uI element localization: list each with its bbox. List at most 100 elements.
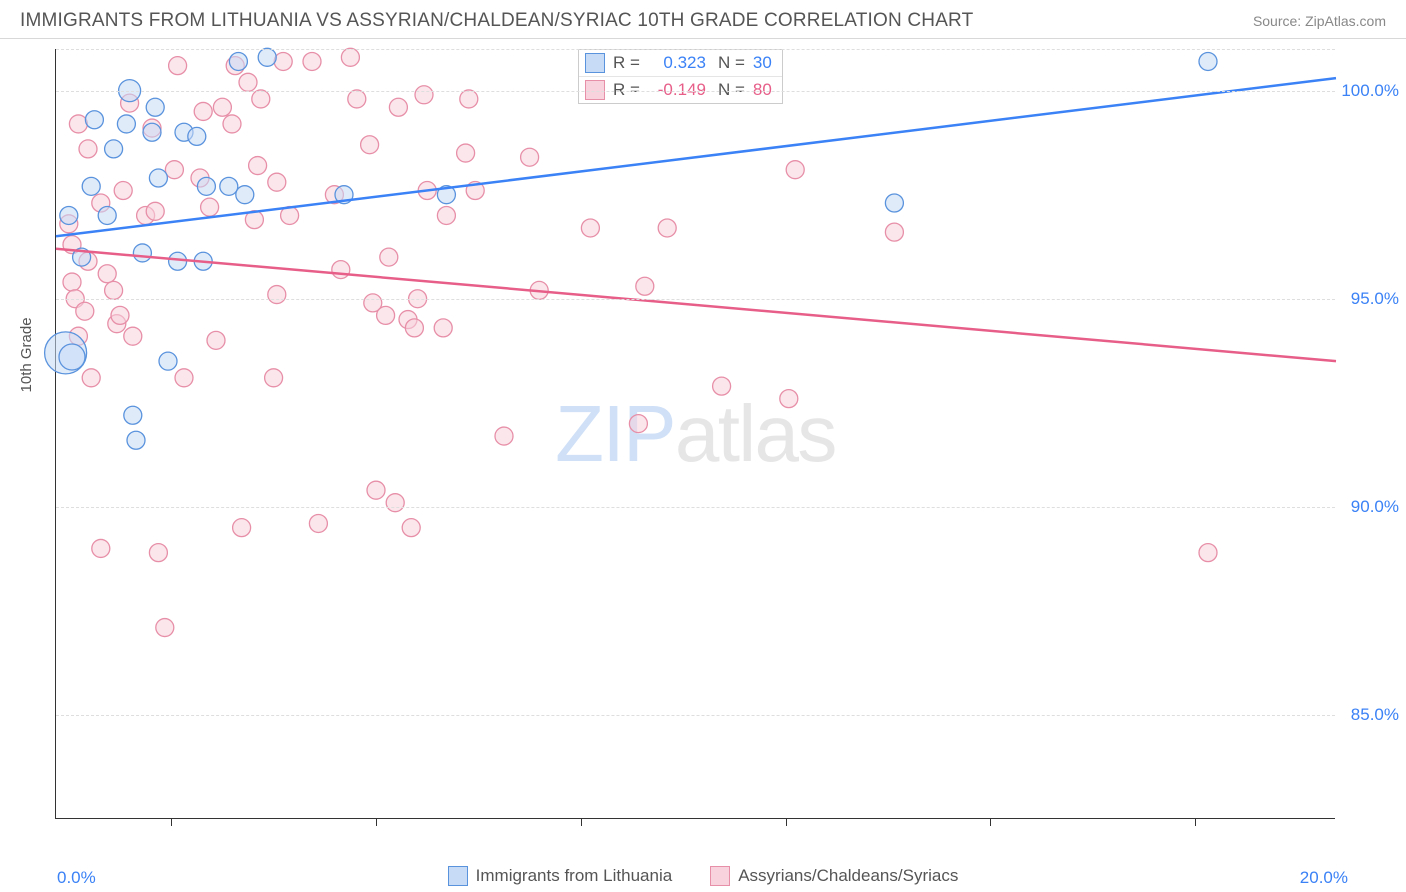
x-tick [581, 818, 582, 826]
data-point [885, 194, 903, 212]
data-point [457, 144, 475, 162]
x-tick [786, 818, 787, 826]
data-point [76, 302, 94, 320]
data-point [169, 252, 187, 270]
data-point [85, 111, 103, 129]
data-point [98, 206, 116, 224]
data-point [1199, 544, 1217, 562]
legend-swatch [710, 866, 730, 886]
data-point [92, 539, 110, 557]
data-point [169, 57, 187, 75]
data-point [149, 544, 167, 562]
data-point [268, 173, 286, 191]
data-point [636, 277, 654, 295]
chart-header: IMMIGRANTS FROM LITHUANIA VS ASSYRIAN/CH… [0, 0, 1406, 39]
data-point [201, 198, 219, 216]
data-point [124, 327, 142, 345]
data-point [268, 286, 286, 304]
data-point [229, 52, 247, 70]
data-point [885, 223, 903, 241]
series-legend: Immigrants from Lithuania Assyrians/Chald… [0, 866, 1406, 886]
data-point [713, 377, 731, 395]
data-point [341, 48, 359, 66]
y-tick-label: 90.0% [1351, 497, 1399, 517]
data-point [79, 140, 97, 158]
data-point [105, 140, 123, 158]
data-point [402, 519, 420, 537]
data-point [188, 127, 206, 145]
data-point [348, 90, 366, 108]
data-point [252, 90, 270, 108]
data-point [63, 273, 81, 291]
gridline-h [56, 507, 1335, 508]
x-tick [1195, 818, 1196, 826]
data-point [82, 177, 100, 195]
data-point [265, 369, 283, 387]
data-point [149, 169, 167, 187]
x-tick [376, 818, 377, 826]
data-point [207, 331, 225, 349]
data-point [361, 136, 379, 154]
x-tick [171, 818, 172, 826]
data-point [437, 206, 455, 224]
data-point [629, 415, 647, 433]
data-point [59, 344, 85, 370]
data-point [114, 182, 132, 200]
data-point [159, 352, 177, 370]
data-point [258, 48, 276, 66]
data-point [194, 102, 212, 120]
data-point [223, 115, 241, 133]
data-point [274, 52, 292, 70]
legend-swatch [585, 53, 605, 73]
data-point [786, 161, 804, 179]
gridline-h [56, 299, 1335, 300]
chart-title: IMMIGRANTS FROM LITHUANIA VS ASSYRIAN/CH… [20, 10, 973, 32]
data-point [1199, 52, 1217, 70]
data-point [405, 319, 423, 337]
data-point [111, 306, 129, 324]
data-point [460, 90, 478, 108]
data-point [332, 261, 350, 279]
data-point [236, 186, 254, 204]
data-point [117, 115, 135, 133]
data-point [165, 161, 183, 179]
y-tick-label: 85.0% [1351, 705, 1399, 725]
data-point [249, 157, 267, 175]
correlation-legend-row: R =0.323N =30 [579, 50, 782, 76]
data-point [303, 52, 321, 70]
data-point [146, 202, 164, 220]
data-point [239, 73, 257, 91]
legend-swatch [448, 866, 468, 886]
data-point [105, 281, 123, 299]
data-point [521, 148, 539, 166]
data-point [658, 219, 676, 237]
y-tick-label: 95.0% [1351, 289, 1399, 309]
gridline-h [56, 715, 1335, 716]
y-tick-label: 100.0% [1341, 81, 1399, 101]
series-legend-item: Immigrants from Lithuania [448, 866, 673, 886]
data-point [386, 494, 404, 512]
data-point [220, 177, 238, 195]
data-point [213, 98, 231, 116]
x-tick [990, 818, 991, 826]
data-point [98, 265, 116, 283]
correlation-legend-row: R =-0.149N =80 [579, 76, 782, 103]
data-point [495, 427, 513, 445]
data-point [581, 219, 599, 237]
data-point [377, 306, 395, 324]
scatter-chart: ZIPatlas R =0.323N =30R =-0.149N =80 100… [55, 49, 1335, 819]
data-point [175, 369, 193, 387]
data-point [233, 519, 251, 537]
data-point [156, 619, 174, 637]
series-legend-item: Assyrians/Chaldeans/Syriacs [710, 866, 958, 886]
data-point [133, 244, 151, 262]
data-point [367, 481, 385, 499]
data-point [197, 177, 215, 195]
data-point [127, 431, 145, 449]
data-point [434, 319, 452, 337]
data-point [380, 248, 398, 266]
data-point [415, 86, 433, 104]
data-point [143, 123, 161, 141]
plot-svg [56, 49, 1336, 819]
data-point [60, 206, 78, 224]
